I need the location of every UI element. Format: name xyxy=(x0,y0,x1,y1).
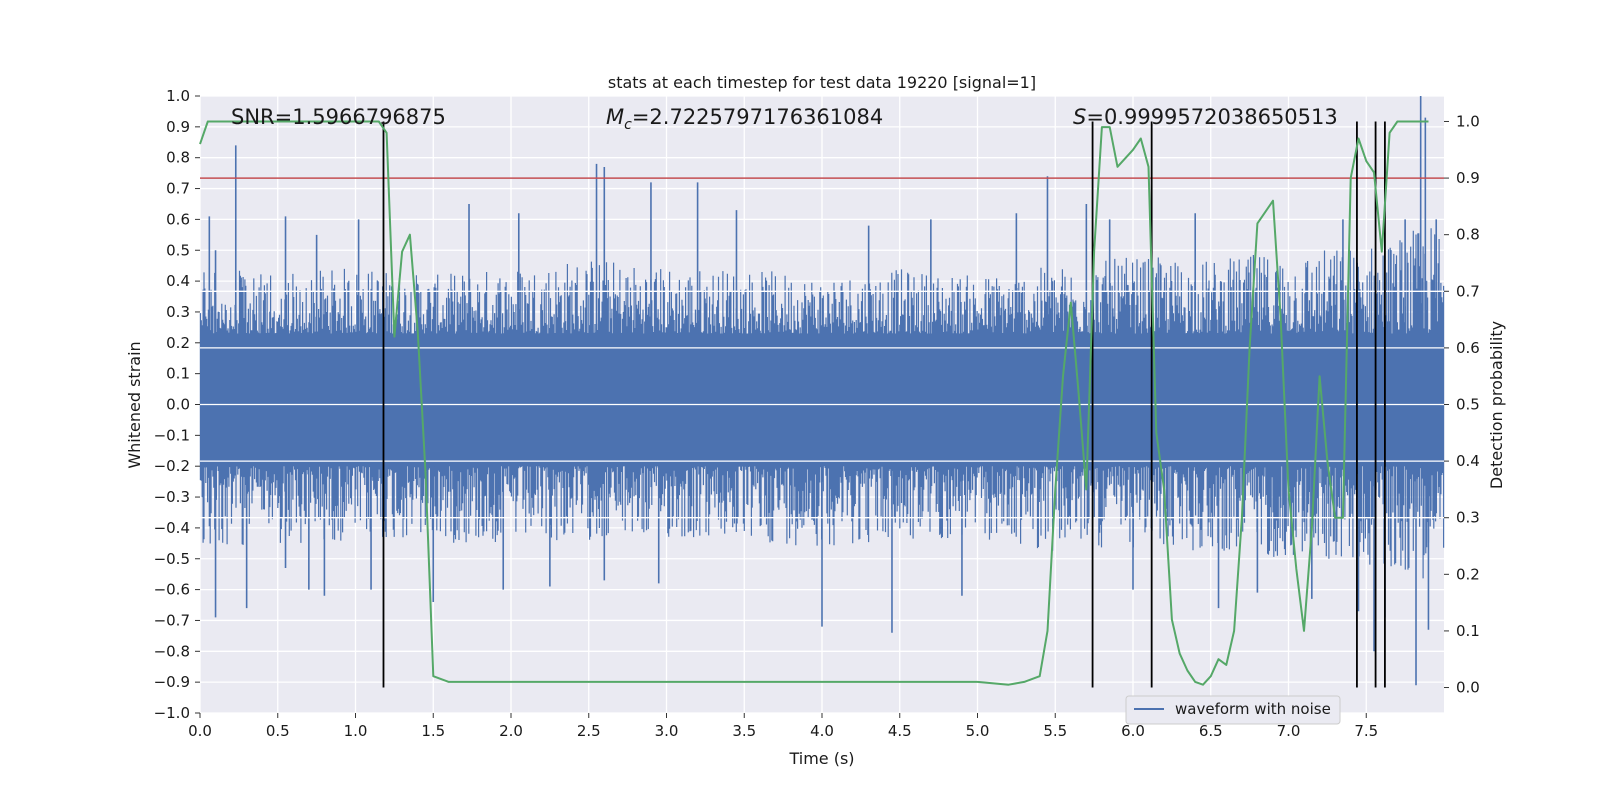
y-tick-label-13: 0.3 xyxy=(166,303,190,321)
significance-annotation: S=0.9999572038650513 xyxy=(1073,105,1338,129)
y-tick-label-7: −0.3 xyxy=(154,488,190,506)
y-tick-label-17: 0.7 xyxy=(166,180,190,198)
x-tick-label-14: 7.0 xyxy=(1277,722,1301,740)
significance-symbol: S xyxy=(1073,105,1086,129)
x-tick-label-12: 6.0 xyxy=(1121,722,1145,740)
y2-tick-label-1: 0.1 xyxy=(1456,622,1480,640)
chirp-mass-subscript: c xyxy=(624,117,632,133)
x-tick-label-8: 4.0 xyxy=(810,722,834,740)
x-tick-label-15: 7.5 xyxy=(1354,722,1378,740)
x-tick-label-9: 4.5 xyxy=(888,722,912,740)
x-tick-label-6: 3.0 xyxy=(655,722,679,740)
waveform-series xyxy=(199,96,1445,686)
y-tick-label-19: 0.9 xyxy=(166,118,190,136)
y2-tick-label-9: 0.9 xyxy=(1456,169,1480,187)
x-tick-label-11: 5.5 xyxy=(1043,722,1067,740)
y2-tick-label-0: 0.0 xyxy=(1456,679,1480,697)
y-tick-label-3: −0.7 xyxy=(154,611,190,629)
x-tick-label-5: 2.5 xyxy=(577,722,601,740)
significance-value: =0.9999572038650513 xyxy=(1086,105,1337,129)
legend: waveform with noise xyxy=(1125,695,1341,725)
legend-box xyxy=(1125,695,1341,725)
y-tick-label-12: 0.2 xyxy=(166,334,190,352)
y2-tick-label-3: 0.3 xyxy=(1456,509,1480,527)
y-axis-label: Whitened strain xyxy=(125,341,144,468)
axis-ticks: 0.0 0.5 1.0 1.5 2.0 2.5 3.0 3.5 4.0 4.5 5.0 5.5 6.0 6… xyxy=(154,87,1480,740)
y-tick-label-9: −0.1 xyxy=(154,426,190,444)
chart-title: stats at each timestep for test data 192… xyxy=(608,73,1036,92)
y2-tick-label-10: 1.0 xyxy=(1456,112,1480,130)
x-tick-label-2: 1.0 xyxy=(344,722,368,740)
legend-label-waveform: waveform with noise xyxy=(1175,700,1331,718)
y2-tick-label-7: 0.7 xyxy=(1456,282,1480,300)
y-tick-label-16: 0.6 xyxy=(166,210,190,228)
y2-tick-label-8: 0.8 xyxy=(1456,226,1480,244)
y-tick-label-15: 0.5 xyxy=(166,241,190,259)
x-tick-label-7: 3.5 xyxy=(732,722,756,740)
y-tick-label-8: −0.2 xyxy=(154,457,190,475)
detection-probability-line xyxy=(199,120,1429,686)
x-tick-label-10: 5.0 xyxy=(966,722,990,740)
y-tick-label-5: −0.5 xyxy=(154,550,190,568)
x-tick-label-1: 0.5 xyxy=(266,722,290,740)
snr-annotation: SNR=1.5966796875 xyxy=(231,105,446,129)
x-tick-label-3: 1.5 xyxy=(421,722,445,740)
y2-tick-label-2: 0.2 xyxy=(1456,565,1480,583)
y-tick-label-4: −0.6 xyxy=(154,581,190,599)
y-tick-label-11: 0.1 xyxy=(166,365,190,383)
y2-tick-label-4: 0.4 xyxy=(1456,452,1480,470)
overlays xyxy=(199,120,1444,688)
y-tick-label-20: 1.0 xyxy=(166,87,190,105)
y2-tick-label-6: 0.6 xyxy=(1456,339,1480,357)
y-tick-label-14: 0.4 xyxy=(166,272,190,290)
chirp-mass-symbol: M xyxy=(606,105,624,129)
x-axis-label: Time (s) xyxy=(788,749,854,768)
y-tick-label-6: −0.4 xyxy=(154,519,190,537)
y2-tick-label-5: 0.5 xyxy=(1456,396,1480,414)
y2-axis-label: Detection probability xyxy=(1487,321,1506,489)
y-tick-label-18: 0.8 xyxy=(166,149,190,167)
y-tick-label-0: −1.0 xyxy=(154,704,190,722)
y-tick-label-1: −0.9 xyxy=(154,673,190,691)
chirp-mass-value: =2.7225797176361084 xyxy=(632,105,883,129)
chirp-mass-annotation: Mc=2.7225797176361084 xyxy=(606,105,883,133)
x-tick-label-13: 6.5 xyxy=(1199,722,1223,740)
x-tick-label-4: 2.0 xyxy=(499,722,523,740)
y-tick-label-2: −0.8 xyxy=(154,642,190,660)
y-tick-label-10: 0.0 xyxy=(166,396,190,414)
x-tick-label-0: 0.0 xyxy=(188,722,212,740)
